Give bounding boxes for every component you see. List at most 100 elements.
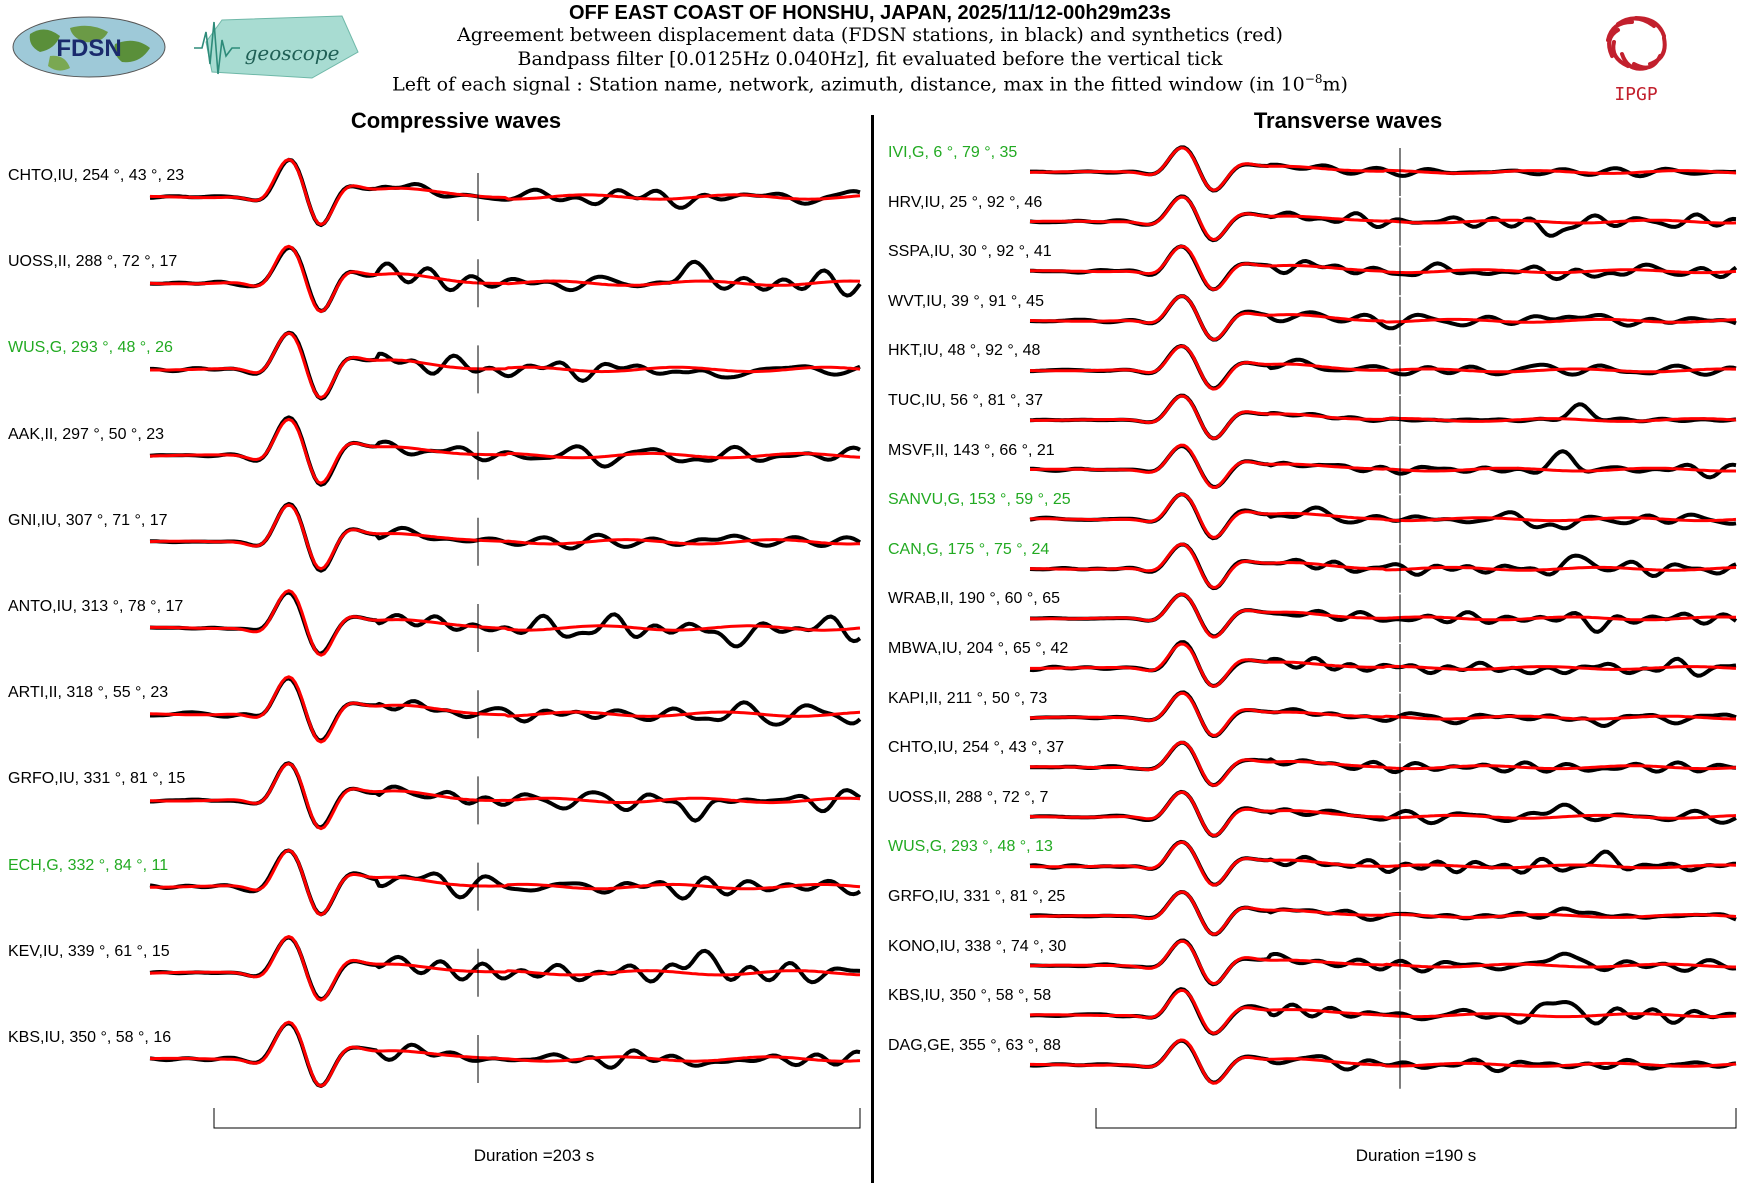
station-label: MBWA,IU, 204 °, 65 °, 42 (888, 640, 1069, 657)
data-trace (149, 245, 862, 314)
station-label: DAG,GE, 355 °, 63 °, 88 (888, 1036, 1061, 1054)
station-label: GRFO,IU, 331 °, 81 °, 25 (888, 888, 1066, 905)
synthetic-trace (1029, 988, 1737, 1035)
data-trace (149, 415, 861, 487)
synthetic-trace (1029, 790, 1737, 837)
synthetic-trace (149, 158, 861, 226)
synthetic-trace (1030, 542, 1737, 589)
station-label: UOSS,II, 288 °, 72 °, 17 (8, 253, 178, 271)
synthetic-trace (149, 503, 861, 571)
synthetic-trace (1030, 394, 1737, 440)
data-trace (1029, 890, 1737, 937)
synthetic-trace (1029, 146, 1737, 192)
data-trace (1029, 1038, 1737, 1085)
station-label: KBS,IU, 350 °, 58 °, 58 (888, 987, 1052, 1005)
data-trace (149, 501, 862, 573)
station-label: HKT,IU, 48 °, 92 °, 48 (888, 342, 1041, 360)
subtitle-line-2: Bandpass filter [0.0125Hz 0.040Hz], fit … (517, 48, 1223, 70)
data-trace (149, 1021, 861, 1088)
data-trace (1029, 393, 1737, 441)
station-label: WRAB,II, 190 °, 60 °, 65 (888, 590, 1060, 608)
data-trace (1029, 294, 1737, 342)
ipgp-logo: IPGP (1598, 10, 1674, 106)
synthetic-trace (1030, 244, 1737, 291)
data-trace (1030, 244, 1738, 292)
data-trace (149, 848, 862, 917)
station-label: WUS,G, 293 °, 48 °, 13 (888, 838, 1053, 856)
synthetic-trace (1030, 890, 1737, 936)
duration-bracket (1095, 1108, 1737, 1129)
synthetic-trace (150, 589, 861, 657)
station-label: KEV,IU, 339 °, 61 °, 15 (8, 942, 170, 960)
station-label: GRFO,IU, 331 °, 81 °, 15 (8, 770, 186, 788)
data-trace (1030, 938, 1737, 987)
data-trace (149, 935, 861, 1002)
station-label: ARTI,II, 318 °, 55 °, 23 (8, 684, 169, 702)
data-trace (150, 761, 862, 830)
synthetic-trace (1030, 939, 1736, 985)
synthetic-trace (150, 1020, 861, 1088)
station-label: SANVU,G, 153 °, 59 °, 25 (888, 491, 1071, 509)
data-trace (1029, 640, 1737, 688)
transverse-panel-title: Transverse waves (1253, 108, 1443, 133)
duration-bracket (213, 1108, 861, 1129)
data-trace (149, 590, 862, 656)
station-label: MSVF,II, 143 °, 66 °, 21 (888, 441, 1055, 459)
geoscope-logo-text: geoscope (245, 41, 340, 65)
station-label: WUS,G, 293 °, 48 °, 26 (8, 339, 173, 357)
station-label: WVT,IU, 39 °, 91 °, 45 (888, 292, 1044, 310)
synthetic-trace (1030, 195, 1737, 241)
synthetic-trace (1030, 642, 1737, 688)
compressive-panel-title: Compressive waves (350, 108, 562, 133)
synthetic-trace (1030, 691, 1736, 737)
synthetic-trace (1029, 344, 1736, 391)
station-label: GNI,IU, 307 °, 71 °, 17 (8, 511, 168, 529)
data-trace (1030, 145, 1737, 193)
synthetic-trace (149, 417, 861, 485)
data-trace (1030, 444, 1737, 489)
panel-divider (871, 115, 874, 1183)
station-label: UOSS,II, 288 °, 72 °, 7 (888, 788, 1049, 806)
data-trace (1029, 542, 1737, 591)
data-trace (1029, 492, 1737, 541)
synthetic-trace (149, 762, 861, 831)
synthetic-trace (1029, 592, 1737, 639)
data-trace (1030, 592, 1738, 639)
synthetic-trace (149, 675, 861, 744)
fdsn-logo-text: FDSN (56, 35, 121, 62)
station-label: ECH,G, 332 °, 84 °, 11 (8, 856, 169, 874)
subtitle-line-3: Left of each signal : Station name, netw… (392, 72, 1348, 96)
station-label: CAN,G, 175 °, 75 °, 24 (888, 540, 1050, 558)
station-label: KBS,IU, 350 °, 58 °, 16 (8, 1029, 172, 1046)
station-label: KAPI,II, 211 °, 50 °, 73 (888, 689, 1048, 707)
synthetic-trace (1030, 1038, 1737, 1085)
data-trace (1029, 789, 1737, 838)
synthetic-trace (1030, 294, 1737, 341)
data-trace (1029, 987, 1737, 1036)
synthetic-trace (1030, 840, 1737, 887)
data-trace (149, 157, 861, 228)
synthetic-trace (1030, 740, 1737, 787)
synthetic-trace (1030, 443, 1736, 489)
station-label: SSPA,IU, 30 °, 92 °, 41 (888, 243, 1052, 261)
station-label: IVI,G, 6 °, 79 °, 35 (888, 144, 1018, 161)
data-trace (1029, 740, 1737, 788)
station-label: KONO,IU, 338 °, 74 °, 30 (888, 937, 1067, 955)
fdsn-logo: FDSN (10, 14, 168, 80)
data-trace (1029, 194, 1737, 243)
data-trace (1029, 690, 1737, 738)
synthetic-trace (150, 935, 861, 1002)
data-trace (150, 676, 862, 743)
station-label: CHTO,IU, 254 °, 43 °, 23 (8, 167, 185, 184)
station-label: HRV,IU, 25 °, 92 °, 46 (888, 193, 1043, 211)
station-label: ANTO,IU, 313 °, 78 °, 17 (8, 598, 184, 615)
data-trace (1029, 839, 1736, 887)
station-label: CHTO,IU, 254 °, 43 °, 37 (888, 739, 1065, 757)
data-trace (1030, 344, 1737, 391)
station-label: TUC,IU, 56 °, 81 °, 37 (888, 392, 1044, 409)
station-label: AAK,II, 297 °, 50 °, 23 (8, 425, 164, 443)
figure-title: OFF EAST COAST OF HONSHU, JAPAN, 2025/11… (568, 2, 1172, 24)
synthetic-trace (150, 848, 861, 917)
data-trace (150, 330, 861, 401)
